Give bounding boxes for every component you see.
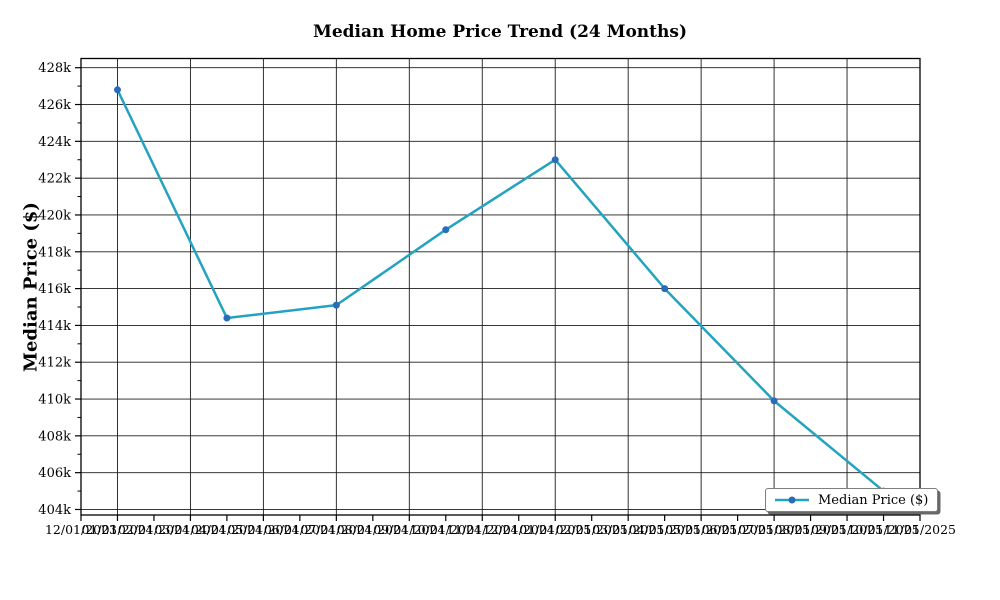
- data-point-marker: [661, 285, 669, 293]
- x-tick-label: 05/01/2024: [227, 522, 299, 537]
- y-tick-label: 426k: [38, 98, 71, 113]
- data-point-marker: [113, 86, 121, 94]
- x-tick-label: 03/01/2025: [592, 522, 664, 537]
- x-tick-label: 04/01/2024: [191, 522, 263, 537]
- data-point-marker: [551, 156, 559, 164]
- plot-border: [80, 57, 921, 516]
- x-tick-label: 11/01/2025: [884, 522, 956, 537]
- legend: Median Price ($): [765, 488, 939, 512]
- x-tick-label: 08/01/2025: [775, 522, 847, 537]
- x-tick-label: 07/01/2024: [300, 522, 372, 537]
- data-point-marker: [223, 314, 231, 322]
- y-tick-label: 408k: [38, 429, 71, 444]
- y-tick-label: 414k: [38, 319, 71, 334]
- legend-line-marker-icon: [775, 496, 809, 504]
- x-tick-label: 09/01/2025: [811, 522, 883, 537]
- data-line: [116, 88, 885, 493]
- x-tick-label: 02/01/2024: [118, 522, 190, 537]
- x-tick-label: 08/01/2024: [337, 522, 409, 537]
- x-tick-label: 11/01/2024: [446, 522, 518, 537]
- x-tick-label: 03/01/2024: [154, 522, 226, 537]
- x-tick-label: 12/01/2024: [483, 522, 555, 537]
- y-tick-label: 406k: [38, 466, 71, 481]
- y-axis-title: Median Price ($): [20, 202, 42, 372]
- x-tick-label: 10/01/2024: [410, 522, 482, 537]
- chart-title: Median Home Price Trend (24 Months): [313, 22, 687, 42]
- data-point-marker: [770, 397, 778, 405]
- y-tick-label: 428k: [38, 61, 71, 76]
- y-tick-label: 424k: [38, 135, 71, 150]
- y-tick-label: 418k: [38, 245, 71, 260]
- x-tick-label: 02/01/2025: [556, 522, 628, 537]
- y-tick-label: 416k: [38, 282, 71, 297]
- x-tick-label: 05/01/2025: [665, 522, 737, 537]
- x-tick-label: 12/01/2023: [45, 522, 117, 537]
- x-tick-label: 07/01/2025: [738, 522, 810, 537]
- y-tick-label: 412k: [38, 356, 71, 371]
- data-point-marker: [442, 226, 450, 234]
- x-tick-label: 09/01/2024: [373, 522, 445, 537]
- data-point-marker: [332, 301, 340, 309]
- x-tick-label: 06/01/2024: [264, 522, 336, 537]
- x-tick-label: 10/01/2025: [847, 522, 919, 537]
- x-tick-label: 04/01/2025: [629, 522, 701, 537]
- y-tick-label: 404k: [38, 503, 71, 518]
- x-tick-label: 01/01/2025: [519, 522, 591, 537]
- x-tick-label: 06/01/2025: [702, 522, 774, 537]
- x-tick-label: 01/01/2024: [81, 522, 153, 537]
- y-tick-label: 422k: [38, 172, 71, 187]
- y-tick-label: 420k: [38, 208, 71, 223]
- y-tick-label: 410k: [38, 393, 71, 408]
- legend-label: Median Price ($): [818, 492, 929, 508]
